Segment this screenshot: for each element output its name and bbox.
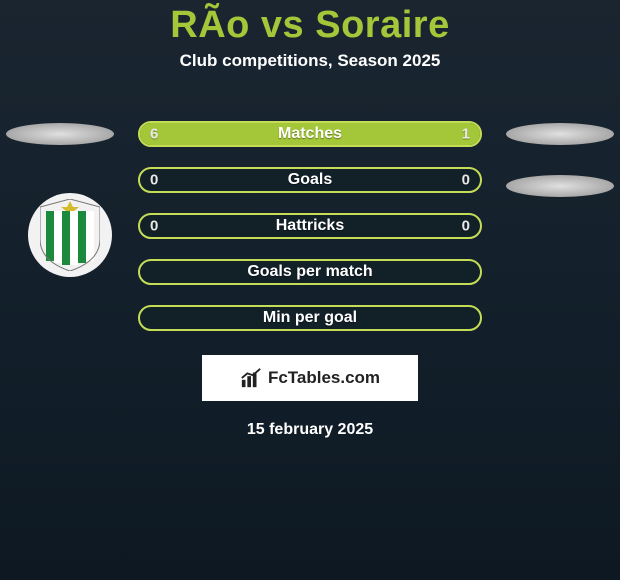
bar-value-left: 0 [150,172,158,189]
stat-bar: 6 1 Matches [138,121,482,147]
stat-bar: Min per goal [138,305,482,331]
bar-value-left: 0 [150,218,158,235]
bar-label: Goals [288,171,332,189]
bar-value-left: 6 [150,126,158,143]
subtitle: Club competitions, Season 2025 [0,51,620,71]
stat-bar: 0 0 Hattricks [138,213,482,239]
player-left-avatar-placeholder [6,123,114,145]
bar-label: Goals per match [247,263,372,281]
bar-label: Hattricks [276,217,344,235]
bar-label: Matches [278,125,342,143]
player-right-avatar-placeholder-1 [506,123,614,145]
comparison-area: 6 1 Matches 0 0 Goals 0 0 Hattricks Goals per mat… [0,97,620,331]
stat-bars: 6 1 Matches 0 0 Goals 0 0 Hattricks Goals per mat… [138,97,482,331]
club-badge-left [28,193,112,277]
player-right-avatar-placeholder-2 [506,175,614,197]
bar-value-right: 1 [462,126,470,143]
bar-value-right: 0 [462,172,470,189]
date-line: 15 february 2025 [0,421,620,439]
stat-bar: 0 0 Goals [138,167,482,193]
page-title: RÃ­o vs Soraire [0,0,620,47]
brand-badge[interactable]: FcTables.com [202,355,418,401]
bar-label: Min per goal [263,309,357,327]
stat-bar: Goals per match [138,259,482,285]
shield-icon [40,199,100,271]
bar-value-right: 0 [462,218,470,235]
bar-fill-left [140,123,402,145]
brand-text: FcTables.com [268,368,380,388]
chart-icon [240,367,262,389]
